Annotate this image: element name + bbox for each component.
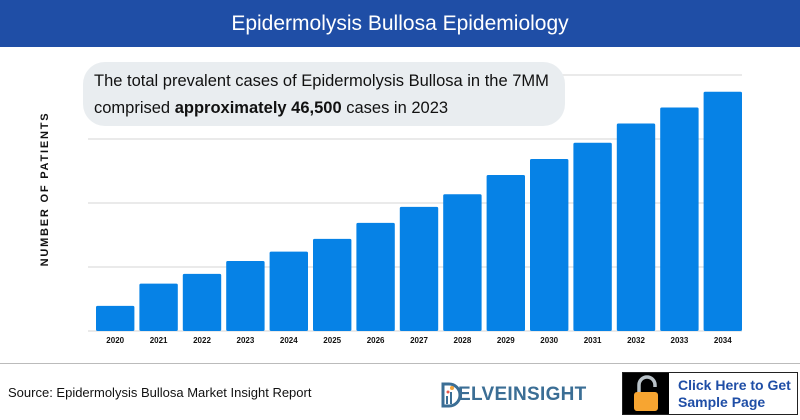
x-tick-labels: 2020 2021 2022 2023 2024 2025 2026 2027 2028 2029…	[106, 336, 732, 345]
x-tick-label: 2021	[150, 336, 168, 345]
bar-2029	[486, 174, 525, 331]
bars	[96, 91, 742, 331]
x-tick-label: 2029	[497, 336, 515, 345]
unlocked-padlock-icon	[623, 373, 669, 414]
source-note: Source: Epidermolysis Bullosa Market Ins…	[8, 385, 312, 400]
get-sample-page-button[interactable]: Click Here to Get Sample Page	[622, 372, 798, 415]
bar-2020	[96, 305, 135, 331]
bar-2021	[139, 283, 178, 331]
bar-2030	[530, 159, 569, 331]
y-axis-label: NUMBER OF PATIENTS	[39, 111, 51, 267]
callout-box: The total prevalent cases of Epidermolys…	[83, 62, 565, 126]
bar-2028	[443, 194, 482, 331]
delveinsight-logo: ELVEINSIGHT	[440, 378, 586, 412]
footer-divider	[0, 363, 800, 364]
bar-2024	[269, 251, 308, 331]
bar-2031	[573, 142, 612, 331]
bar-chart: 2020 2021 2022 2023 2024 2025 2026 2027 2028 2029…	[88, 74, 742, 345]
bar-2025	[313, 238, 352, 331]
bar-2026	[356, 222, 395, 331]
x-tick-label: 2020	[106, 336, 124, 345]
bar-2027	[399, 206, 439, 331]
bar-2034	[703, 91, 742, 331]
x-tick-label: 2033	[671, 336, 689, 345]
x-tick-label: 2023	[237, 336, 255, 345]
callout-highlight: approximately 46,500	[174, 99, 342, 117]
x-tick-label: 2027	[410, 336, 428, 345]
bar-2022	[182, 273, 222, 331]
cta-label-line1: Click Here to Get	[678, 377, 791, 393]
logo-text: ELVEINSIGHT	[458, 384, 587, 405]
x-tick-label: 2028	[454, 336, 472, 345]
x-tick-label: 2030	[540, 336, 558, 345]
x-tick-label: 2026	[367, 336, 385, 345]
x-tick-label: 2025	[323, 336, 341, 345]
page-title: Epidermolysis Bullosa Epidemiology	[0, 0, 800, 47]
x-tick-label: 2031	[584, 336, 602, 345]
x-tick-label: 2022	[193, 336, 211, 345]
callout-text-end: cases in 2023	[341, 99, 449, 117]
x-tick-label: 2032	[627, 336, 645, 345]
bar-2023	[226, 260, 265, 331]
x-tick-label: 2024	[280, 336, 298, 345]
x-tick-label: 2034	[714, 336, 732, 345]
callout-text-start: The total prevalent cases of Epidermolys…	[94, 72, 549, 117]
cta-label-line2: Sample Page	[678, 394, 766, 410]
bar-2033	[660, 107, 699, 331]
logo-d-icon	[441, 382, 462, 408]
bar-2032	[616, 123, 656, 331]
